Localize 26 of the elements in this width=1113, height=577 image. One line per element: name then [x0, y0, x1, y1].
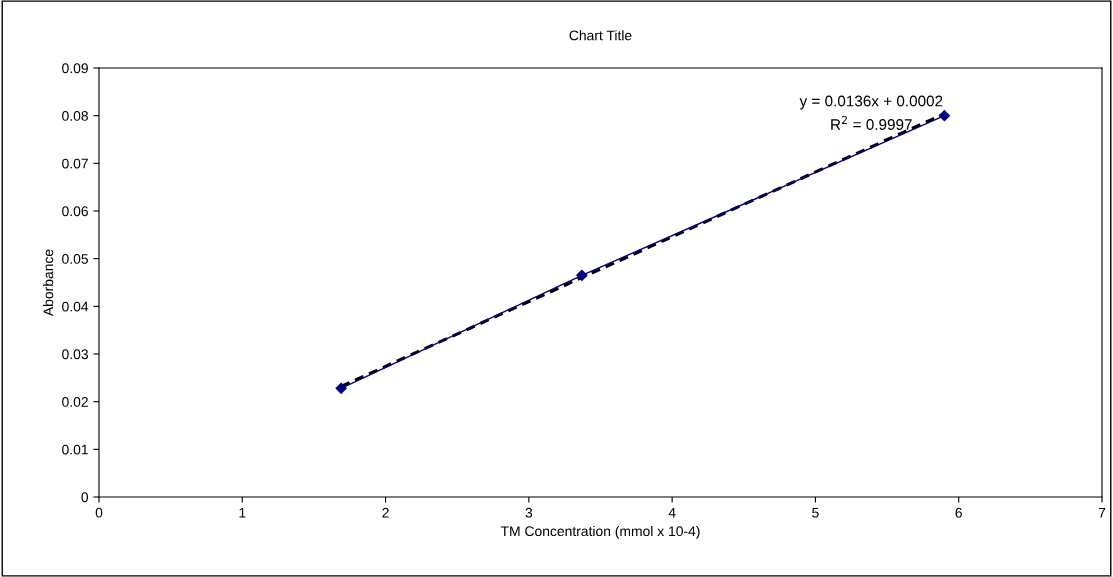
y-tick-label: 0.01 [62, 444, 88, 455]
y-tick-label: 0.05 [62, 254, 88, 264]
x-tick-label: 4 [668, 507, 676, 518]
x-tick-label: 3 [525, 507, 533, 518]
y-tick-label: 0.03 [62, 349, 88, 360]
point [335, 382, 347, 394]
annotation: y = 0.0136x + 0.0002 [799, 95, 943, 110]
x-axis-title: TM Concentration (mmol x 10-4) [500, 525, 700, 539]
chart-title: Chart Title [569, 30, 632, 41]
y-tick-label: 0.04 [62, 301, 89, 312]
y-tick-label: 0.09 [62, 63, 88, 74]
y-tick-label: 0.08 [62, 111, 88, 121]
y-tick-label: 0.02 [62, 397, 88, 407]
y-tick-label: 0.07 [62, 158, 88, 169]
y-axis-title: Aborbance [43, 249, 54, 317]
x-tick-label: 5 [812, 507, 819, 518]
x-tick-label: 0 [95, 507, 103, 518]
point [938, 110, 950, 122]
x-tick-label: 6 [955, 507, 962, 518]
y-tick-label: 0.06 [62, 206, 88, 217]
annotation: R$^{2}$ = 0.9997 [831, 115, 912, 130]
x-tick-label: 1 [239, 507, 246, 518]
x-tick-label: 7 [1098, 507, 1106, 518]
point [576, 269, 588, 281]
y-tick-label: 0 [81, 492, 89, 503]
x-tick-label: 2 [382, 507, 389, 518]
